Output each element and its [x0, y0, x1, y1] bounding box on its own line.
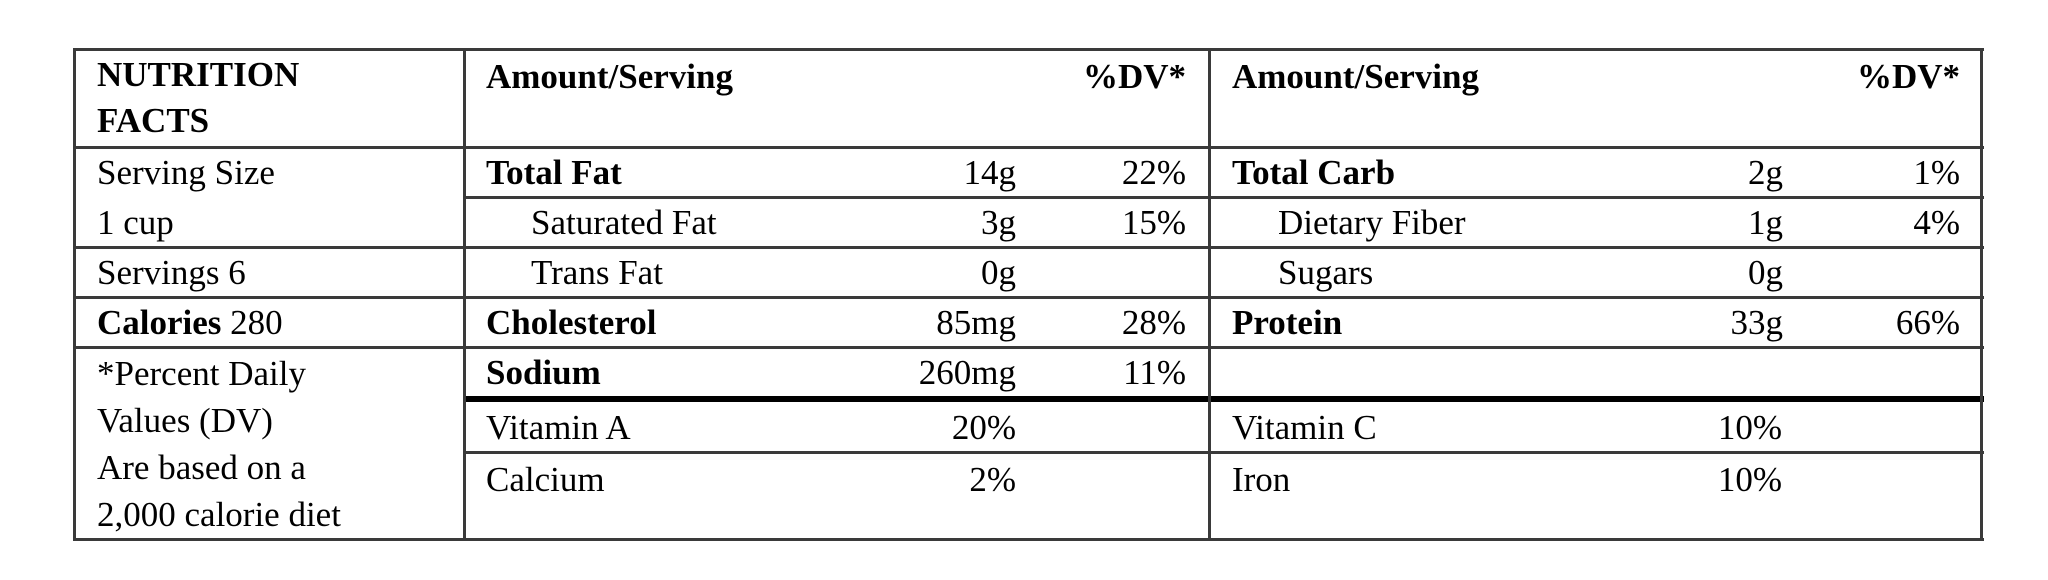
nutrient-dv: 28% [1121, 303, 1186, 342]
nutrient-amount: 2g [1748, 153, 1783, 192]
amount-header: Amount/Serving [486, 57, 733, 96]
nutrient-amount: 260mg [918, 353, 1016, 392]
nutrient-dv: 15% [1121, 203, 1186, 242]
calories: Calories 280 [97, 303, 283, 342]
border [74, 246, 1984, 249]
nutrient-name: Total Carb [1232, 153, 1396, 192]
border [73, 48, 76, 541]
nutrient-name: Sugars [1278, 253, 1374, 292]
nutrient-amount: 33g [1730, 303, 1784, 342]
nutrient-amount: 85mg [936, 303, 1016, 342]
nutrient-dv: 4% [1913, 203, 1960, 242]
border [74, 146, 1984, 149]
nutrient-amount: 1g [1748, 203, 1783, 242]
vitamin-value: 20% [951, 408, 1016, 447]
nutrient-amount: 3g [981, 203, 1016, 242]
table-title: NUTRITION FACTS [97, 55, 300, 140]
dv-header: %DV* [1856, 57, 1960, 96]
nutrient-name: Cholesterol [486, 303, 657, 342]
border [463, 48, 466, 541]
nutrient-name: Total Fat [486, 153, 622, 192]
vitamin-name: Iron [1232, 460, 1291, 499]
nutrient-name: Sodium [486, 353, 601, 392]
nutrient-name: Trans Fat [531, 253, 663, 292]
vitamin-value: 10% [1717, 460, 1782, 499]
vitamin-name: Vitamin A [486, 408, 631, 447]
border [74, 346, 1984, 349]
border [464, 451, 1984, 454]
nutrient-name: Dietary Fiber [1278, 203, 1466, 242]
nutrient-amount: 14g [963, 153, 1017, 192]
servings: Servings 6 [97, 253, 246, 292]
footnote: *Percent Daily Values (DV) Are based on … [97, 354, 341, 534]
serving-size: Serving Size 1 cup [97, 153, 275, 242]
thick-divider [464, 396, 1984, 402]
nutrient-name: Protein [1232, 303, 1343, 342]
amount-header: Amount/Serving [1232, 57, 1479, 96]
nutrient-dv: 11% [1123, 353, 1186, 392]
nutrient-amount: 0g [1748, 253, 1783, 292]
dv-header: %DV* [1082, 57, 1186, 96]
border [464, 196, 1984, 199]
vitamin-value: 2% [969, 460, 1016, 499]
border [1980, 48, 1983, 541]
nutrient-dv: 22% [1121, 153, 1186, 192]
border [74, 48, 1984, 51]
vitamin-name: Calcium [486, 460, 605, 499]
nutrient-dv: 1% [1913, 153, 1960, 192]
nutrient-dv: 66% [1895, 303, 1960, 342]
nutrient-name: Saturated Fat [531, 203, 717, 242]
nutrient-amount: 0g [981, 253, 1016, 292]
vitamin-name: Vitamin C [1232, 408, 1377, 447]
border [1208, 48, 1211, 541]
vitamin-value: 10% [1717, 408, 1782, 447]
border [74, 296, 1984, 299]
border [74, 538, 1984, 541]
